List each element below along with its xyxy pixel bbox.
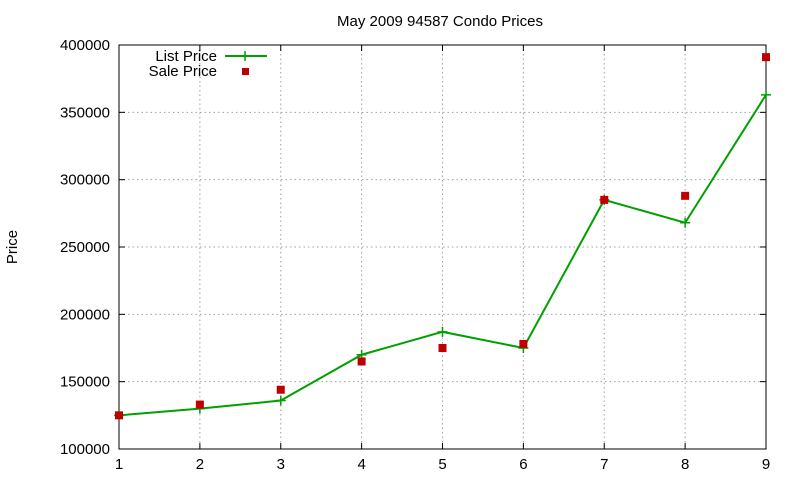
sale-price-point — [681, 191, 690, 200]
y-tick-label: 200000 — [60, 306, 110, 323]
y-tick-label: 250000 — [60, 239, 110, 256]
x-tick-label: 5 — [438, 456, 446, 473]
x-tick-label: 4 — [357, 456, 365, 473]
legend-list-price-label: List Price — [155, 48, 217, 65]
chart-title: May 2009 94587 Condo Prices — [337, 13, 543, 30]
x-tick-label: 7 — [600, 456, 608, 473]
x-tick-label: 3 — [277, 456, 285, 473]
sale-price-point — [600, 195, 609, 204]
y-tick-label: 100000 — [60, 441, 110, 458]
legend-sale-price-label: Sale Price — [149, 63, 217, 80]
y-tick-label: 400000 — [60, 37, 110, 54]
x-tick-label: 1 — [115, 456, 123, 473]
y-tick-label: 350000 — [60, 104, 110, 121]
y-tick-label: 300000 — [60, 172, 110, 189]
legend: List Price Sale Price — [149, 48, 267, 80]
x-tick-label: 8 — [681, 456, 689, 473]
sale-price-point — [276, 385, 285, 394]
sale-price-point — [195, 400, 204, 409]
x-tick-label: 9 — [762, 456, 770, 473]
sale-price-point — [519, 339, 528, 348]
list-price-point — [275, 395, 286, 406]
list-price-point — [437, 326, 448, 337]
sale-price-point — [438, 344, 447, 352]
sale-price-point — [357, 357, 366, 366]
x-tick-label: 2 — [196, 456, 204, 473]
y-axis-label: Price — [4, 230, 21, 264]
axis-ticks: 1 2 3 4 5 6 7 8 9 100000 150000 200000 250000 300000 3… — [60, 37, 770, 473]
legend-list-price-marker — [240, 51, 250, 61]
y-tick-label: 150000 — [60, 374, 110, 391]
grid-lines — [119, 45, 766, 449]
sale-price-point — [115, 411, 123, 420]
legend-sale-price-marker — [242, 68, 249, 75]
series-layer — [114, 53, 771, 421]
list-price-point — [761, 89, 771, 100]
x-tick-label: 6 — [519, 456, 527, 473]
series-line-list-price — [118, 94, 767, 417]
sale-price-point — [762, 53, 770, 62]
list-price-point — [680, 217, 691, 228]
